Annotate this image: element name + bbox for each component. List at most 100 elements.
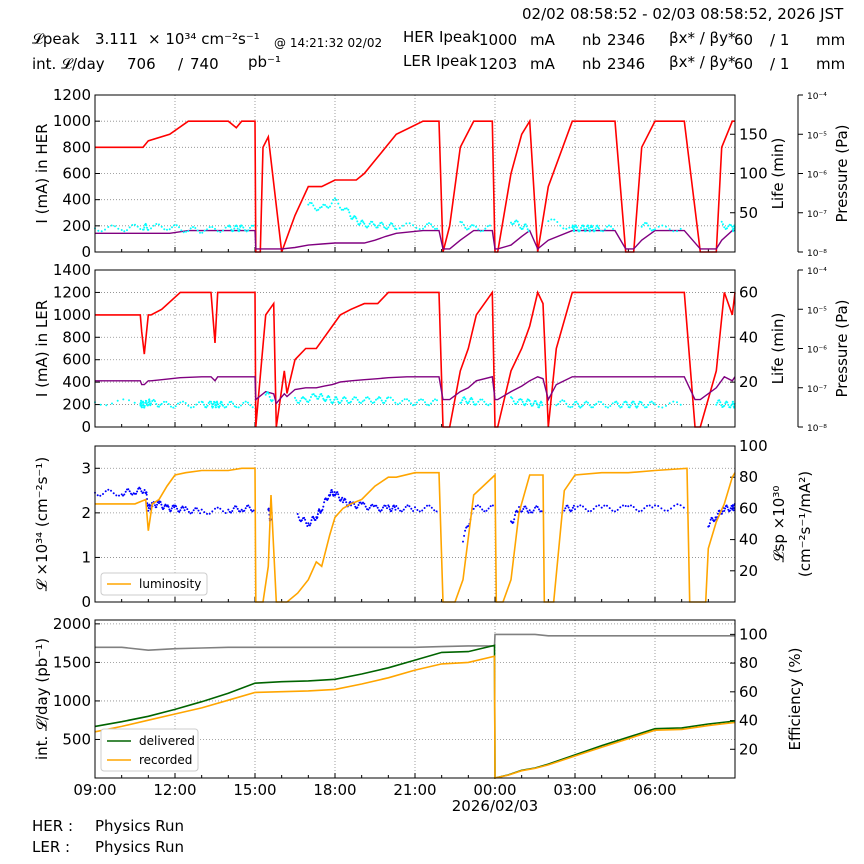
- lifetime-point: [247, 229, 249, 231]
- lifetime-point: [726, 227, 728, 229]
- lifetime-point: [298, 402, 300, 404]
- specific-lum-point: [660, 507, 662, 509]
- lifetime-point: [585, 401, 587, 403]
- lifetime-point: [475, 403, 477, 405]
- specific-lum-point: [315, 519, 317, 521]
- lifetime-point: [183, 231, 185, 233]
- specific-lum-point: [419, 510, 421, 512]
- specific-lum-point: [322, 506, 324, 508]
- lifetime-point: [658, 406, 660, 408]
- lifetime-point: [172, 407, 174, 409]
- lifetime-point: [371, 221, 373, 223]
- specific-lum-point: [201, 509, 203, 511]
- lifetime-point: [719, 401, 721, 403]
- lifetime-point: [153, 225, 155, 227]
- lifetime-point: [644, 406, 646, 408]
- lifetime-point: [370, 401, 372, 403]
- specific-lum-point: [337, 493, 339, 495]
- legend-label-luminosity: luminosity: [139, 577, 201, 591]
- lifetime-point: [111, 403, 113, 405]
- x-tick-label: 18:00: [313, 781, 356, 799]
- specific-lum-point: [170, 510, 172, 512]
- lifetime-point: [649, 401, 651, 403]
- lifetime-point: [367, 225, 369, 227]
- lifetime-point: [608, 225, 610, 227]
- lifetime-point: [585, 230, 587, 232]
- specific-lum-point: [729, 510, 731, 512]
- lifetime-point: [415, 227, 417, 229]
- lifetime-point: [609, 405, 611, 407]
- lifetime-point: [318, 396, 320, 398]
- lifetime-point: [647, 225, 649, 227]
- lifetime-point: [268, 393, 270, 395]
- lifetime-point: [179, 402, 181, 404]
- lifetime-point: [182, 401, 184, 403]
- lifetime-point: [240, 405, 242, 407]
- specific-lum-point: [643, 507, 645, 509]
- lifetime-point: [369, 223, 371, 225]
- lifetime-point: [482, 230, 484, 232]
- lifetime-point: [353, 396, 355, 398]
- ler-status-label: LER :: [32, 837, 95, 858]
- specific-lum-point: [237, 508, 239, 510]
- lifetime-point: [627, 404, 629, 406]
- specific-lum-point: [424, 507, 426, 509]
- lifetime-point: [313, 393, 315, 395]
- specific-lum-point: [633, 506, 635, 508]
- y-tick-label: 600: [62, 165, 91, 183]
- lifetime-point: [525, 223, 527, 225]
- lifetime-point: [557, 403, 559, 405]
- lifetime-point: [342, 209, 344, 211]
- specific-lum-point: [533, 510, 535, 512]
- lifetime-point: [726, 401, 728, 403]
- lifetime-point: [422, 228, 424, 230]
- specific-lum-point: [173, 506, 175, 508]
- lifetime-point: [192, 226, 194, 228]
- y-axis-label: I (mA) in LER: [33, 300, 51, 397]
- lifetime-point: [211, 226, 213, 228]
- lifetime-point: [233, 228, 235, 230]
- specific-lum-point: [382, 507, 384, 509]
- specific-lum-point: [327, 498, 329, 500]
- y-axis-label: I (mA) in HER: [33, 123, 51, 223]
- specific-lum-point: [462, 541, 464, 543]
- specific-lum-point: [524, 506, 526, 508]
- lifetime-point: [605, 406, 607, 408]
- specific-lum-point: [239, 511, 241, 513]
- lifetime-point: [206, 228, 208, 230]
- lifetime-point: [477, 228, 479, 230]
- specific-lum-point: [585, 508, 587, 510]
- lifetime-point: [642, 404, 644, 406]
- specific-lum-point: [673, 505, 675, 507]
- efficiency-line: [95, 634, 735, 650]
- specific-lum-point: [513, 518, 515, 520]
- lifetime-point: [727, 225, 729, 227]
- lifetime-point: [336, 398, 338, 400]
- lifetime-point: [363, 223, 365, 225]
- y2-tick-label: 80: [739, 654, 758, 672]
- lifetime-point: [217, 403, 219, 405]
- lifetime-point: [426, 223, 428, 225]
- lifetime-point: [526, 400, 528, 402]
- specific-lum-point: [107, 489, 109, 491]
- lifetime-point: [332, 199, 334, 201]
- lifetime-point: [665, 405, 667, 407]
- lifetime-point: [409, 222, 411, 224]
- lifetime-point: [134, 402, 136, 404]
- lifetime-point: [377, 226, 379, 228]
- specific-lum-point: [139, 488, 141, 490]
- lifetime-point: [161, 226, 163, 228]
- lifetime-point: [434, 398, 436, 400]
- lifetime-point: [383, 402, 385, 404]
- pressure-axis-label: Pressure (Pa): [833, 299, 851, 397]
- lifetime-point: [487, 404, 489, 406]
- ler-status-value: Physics Run: [95, 838, 184, 856]
- y-tick-label: 2000: [53, 615, 91, 633]
- specific-lum-point: [191, 512, 193, 514]
- lifetime-point: [346, 207, 348, 209]
- y-tick-label: 1200: [53, 283, 91, 301]
- lifetime-point: [729, 406, 731, 408]
- specific-lum-point: [483, 510, 485, 512]
- lifetime-point: [428, 222, 430, 224]
- lifetime-point: [215, 406, 217, 408]
